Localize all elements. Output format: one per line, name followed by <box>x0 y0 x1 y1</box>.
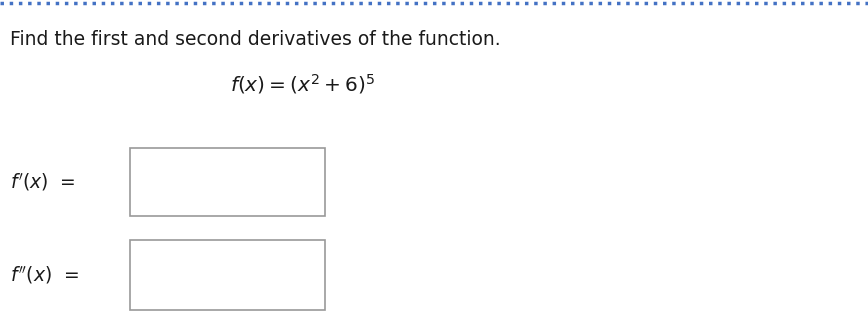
Bar <box>130 240 325 310</box>
Text: $\mathit{f}'(x)$  =: $\mathit{f}'(x)$ = <box>10 171 76 193</box>
Text: Find the first and second derivatives of the function.: Find the first and second derivatives of… <box>10 30 501 49</box>
Text: $\mathit{f}''(x)$  =: $\mathit{f}''(x)$ = <box>10 264 79 286</box>
Text: $\mathit{f}(x) = (x^2 + 6)^5$: $\mathit{f}(x) = (x^2 + 6)^5$ <box>230 72 375 96</box>
Bar <box>130 148 325 216</box>
